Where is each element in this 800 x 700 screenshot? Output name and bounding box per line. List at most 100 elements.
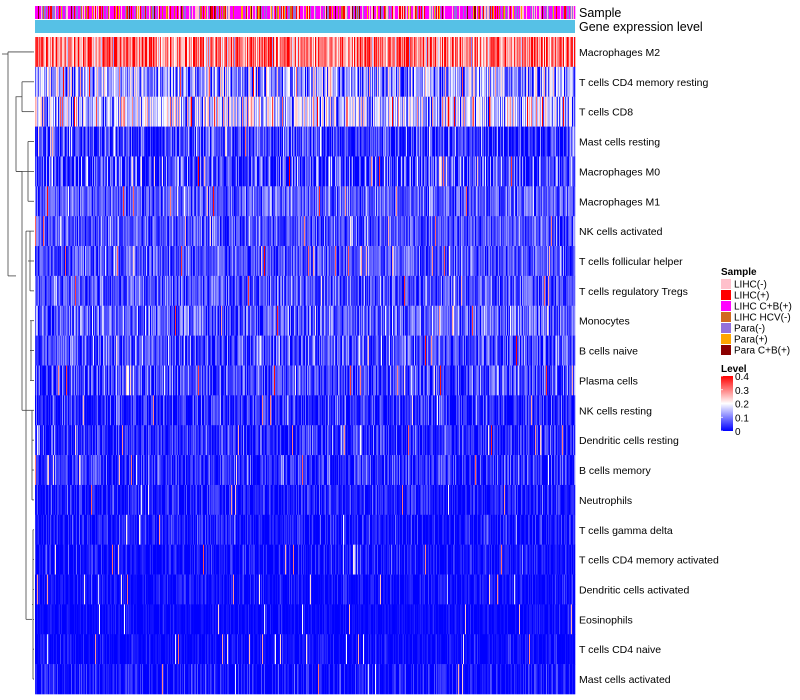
heatmap-cell <box>182 186 184 217</box>
heatmap-cell <box>76 275 78 307</box>
sample-annotation-cell <box>328 6 330 19</box>
heatmap-cell <box>562 216 564 247</box>
heatmap-cell <box>486 186 488 217</box>
heatmap-cell <box>87 96 89 127</box>
heatmap-cell <box>519 37 521 68</box>
heatmap-cell <box>534 126 536 157</box>
heatmap-cell <box>101 275 103 307</box>
heatmap-cell <box>211 216 213 247</box>
heatmap-cell <box>86 246 88 277</box>
heatmap-cell <box>494 96 496 127</box>
heatmap-cell <box>131 37 133 68</box>
heatmap-cell <box>64 126 66 157</box>
heatmap-cell <box>297 156 299 187</box>
heatmap-cell <box>195 37 197 68</box>
heatmap-cell <box>368 186 370 217</box>
heatmap-cell <box>539 216 541 247</box>
heatmap-cell <box>526 216 528 247</box>
heatmap-cell <box>339 96 341 127</box>
heatmap-cell <box>548 246 550 277</box>
heatmap-cell <box>372 96 374 127</box>
heatmap-cell <box>73 216 75 247</box>
heatmap-cell <box>329 186 331 217</box>
heatmap-cell <box>558 37 560 68</box>
heatmap-cell <box>236 96 238 127</box>
heatmap-cell <box>40 156 42 187</box>
heatmap-cell <box>543 186 545 217</box>
sample-annotation-cell <box>402 6 404 19</box>
heatmap-cell <box>431 66 433 98</box>
heatmap-cell <box>475 126 477 157</box>
heatmap-cell <box>152 126 154 157</box>
heatmap-cell <box>319 126 321 157</box>
heatmap-cell <box>291 246 293 277</box>
heatmap-cell <box>495 186 497 217</box>
sample-annotation-cell <box>527 6 529 19</box>
sample-annotation-cell <box>49 6 51 19</box>
heatmap-cell <box>65 126 67 157</box>
heatmap-cell <box>82 96 84 127</box>
heatmap-cell <box>573 246 575 277</box>
heatmap-cell <box>547 37 549 68</box>
heatmap-cell <box>217 246 219 277</box>
heatmap-cell <box>472 156 474 187</box>
heatmap-cell <box>399 37 401 68</box>
heatmap-cell <box>209 216 211 247</box>
heatmap-cell <box>427 216 429 247</box>
heatmap-cell <box>453 37 455 68</box>
sample-annotation-cell <box>454 6 456 19</box>
heatmap-cell <box>38 37 40 68</box>
heatmap-cell <box>498 156 500 187</box>
heatmap-cell <box>507 216 509 247</box>
sample-annotation-cell <box>455 6 457 19</box>
heatmap-cell <box>287 66 289 98</box>
heatmap-cell <box>552 96 554 127</box>
sample-annotation-cell <box>226 6 228 19</box>
heatmap-cell <box>47 156 49 187</box>
heatmap-cell <box>242 186 244 217</box>
heatmap-cell <box>455 186 457 217</box>
heatmap-cell <box>409 186 411 217</box>
heatmap-cell <box>573 186 575 217</box>
heatmap-cell <box>117 246 119 277</box>
heatmap-cell <box>303 126 305 157</box>
heatmap-cell <box>40 66 42 98</box>
heatmap-cell <box>377 126 379 157</box>
heatmap-cell <box>418 246 420 277</box>
sample-annotation-cell <box>238 6 240 19</box>
heatmap-cell <box>69 156 71 187</box>
heatmap-cell <box>358 156 360 187</box>
heatmap-cell <box>440 246 442 277</box>
sample-annotation-cell <box>304 6 306 19</box>
heatmap-cell <box>507 186 509 217</box>
heatmap-cell <box>367 246 369 277</box>
heatmap-cell <box>288 156 290 187</box>
heatmap-cell <box>294 216 296 247</box>
heatmap-cell <box>471 66 473 98</box>
heatmap-cell <box>541 246 543 277</box>
heatmap-cell <box>514 156 516 187</box>
heatmap-cell <box>128 126 130 157</box>
heatmap-cell <box>422 66 424 98</box>
sample-annotation-cell <box>136 6 138 19</box>
heatmap-cell <box>433 96 435 127</box>
heatmap-cell <box>297 216 299 247</box>
heatmap-cell <box>433 126 435 157</box>
heatmap-cell <box>53 156 55 187</box>
heatmap-cell <box>463 96 465 127</box>
heatmap-cell <box>415 37 417 68</box>
heatmap-cell <box>515 156 517 187</box>
heatmap-cell <box>263 216 265 247</box>
heatmap-cell <box>112 37 114 68</box>
heatmap-cell <box>499 37 501 68</box>
heatmap-cell <box>423 246 425 277</box>
heatmap-cell <box>229 186 231 217</box>
heatmap-cell <box>110 216 112 247</box>
heatmap-cell <box>258 96 260 127</box>
heatmap-cell <box>571 126 573 157</box>
heatmap-cell <box>250 126 252 157</box>
heatmap-cell <box>451 66 453 98</box>
heatmap-cell <box>549 156 551 187</box>
heatmap-cell <box>438 126 440 157</box>
heatmap-cell <box>48 246 50 277</box>
